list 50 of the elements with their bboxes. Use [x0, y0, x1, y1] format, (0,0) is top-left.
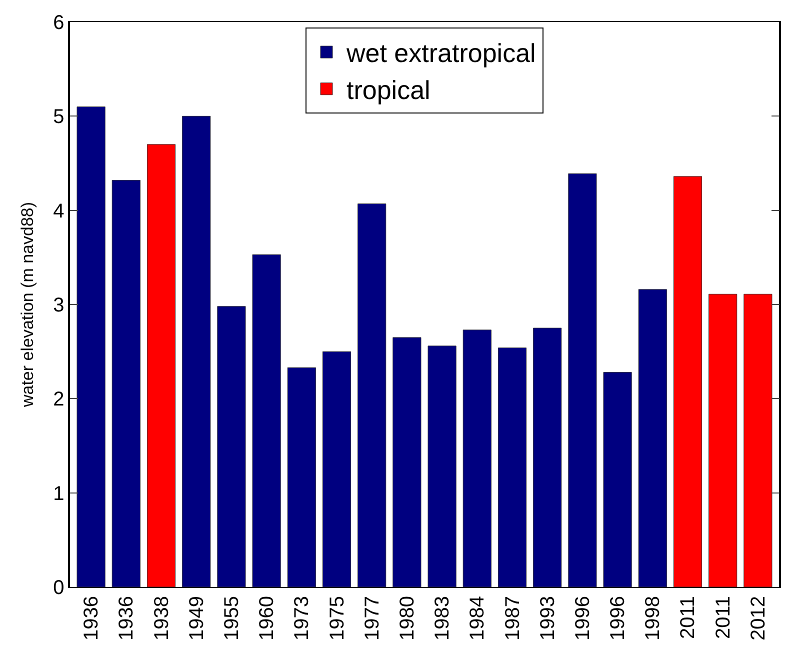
bar	[76, 106, 106, 587]
y-tick-label: 0	[53, 577, 64, 599]
bar	[744, 294, 772, 587]
x-tick-label: 1983	[432, 596, 454, 640]
x-tick-label: 1938	[150, 596, 173, 640]
x-tick-label: 1936	[116, 596, 138, 640]
y-tick-label: 6	[53, 12, 64, 34]
bar	[322, 351, 352, 587]
bar	[392, 337, 422, 587]
x-tick-label: 1973	[291, 596, 314, 640]
y-axis-title: water elevation (m navd88)	[18, 202, 38, 408]
x-tick-label: 1936	[80, 596, 103, 640]
bar	[182, 116, 211, 587]
legend-label: tropical	[346, 74, 430, 105]
x-tick-label: 1977	[361, 596, 384, 640]
x-tick-label: 2011	[677, 596, 700, 640]
bar	[146, 144, 176, 587]
y-tick-label: 1	[53, 482, 64, 505]
y-tick-label: 3	[53, 294, 64, 316]
y-tick-label: 2	[53, 388, 64, 411]
legend-label: wet extratropical	[346, 38, 536, 68]
bar	[428, 346, 456, 587]
x-tick-label: 1955	[220, 596, 243, 640]
x-tick-label: 1996	[607, 596, 630, 640]
x-tick-label: 1984	[466, 596, 489, 640]
bar	[708, 294, 738, 587]
bar	[217, 306, 246, 587]
bar	[673, 176, 702, 587]
bar	[638, 289, 667, 587]
bar	[533, 328, 562, 587]
x-tick-label: 1949	[186, 596, 208, 640]
bar	[358, 203, 386, 587]
bar	[498, 348, 527, 587]
x-tick-label: 2011	[712, 596, 734, 640]
bar	[603, 372, 632, 587]
x-tick-label: 1996	[572, 596, 594, 640]
bar	[287, 367, 316, 587]
bar	[462, 330, 492, 587]
x-tick-label: 1960	[256, 596, 278, 640]
x-tick-label: 1975	[326, 596, 348, 640]
y-tick-label: 4	[53, 200, 64, 222]
bar	[252, 254, 281, 587]
y-tick-label: 5	[53, 106, 64, 128]
bar	[112, 180, 140, 587]
x-tick-label: 2012	[747, 596, 770, 640]
x-tick-label: 1987	[502, 596, 524, 640]
x-tick-label: 1998	[642, 596, 664, 640]
x-tick-label: 1980	[396, 596, 418, 640]
bar	[568, 173, 597, 587]
x-tick-label: 1993	[536, 596, 559, 640]
